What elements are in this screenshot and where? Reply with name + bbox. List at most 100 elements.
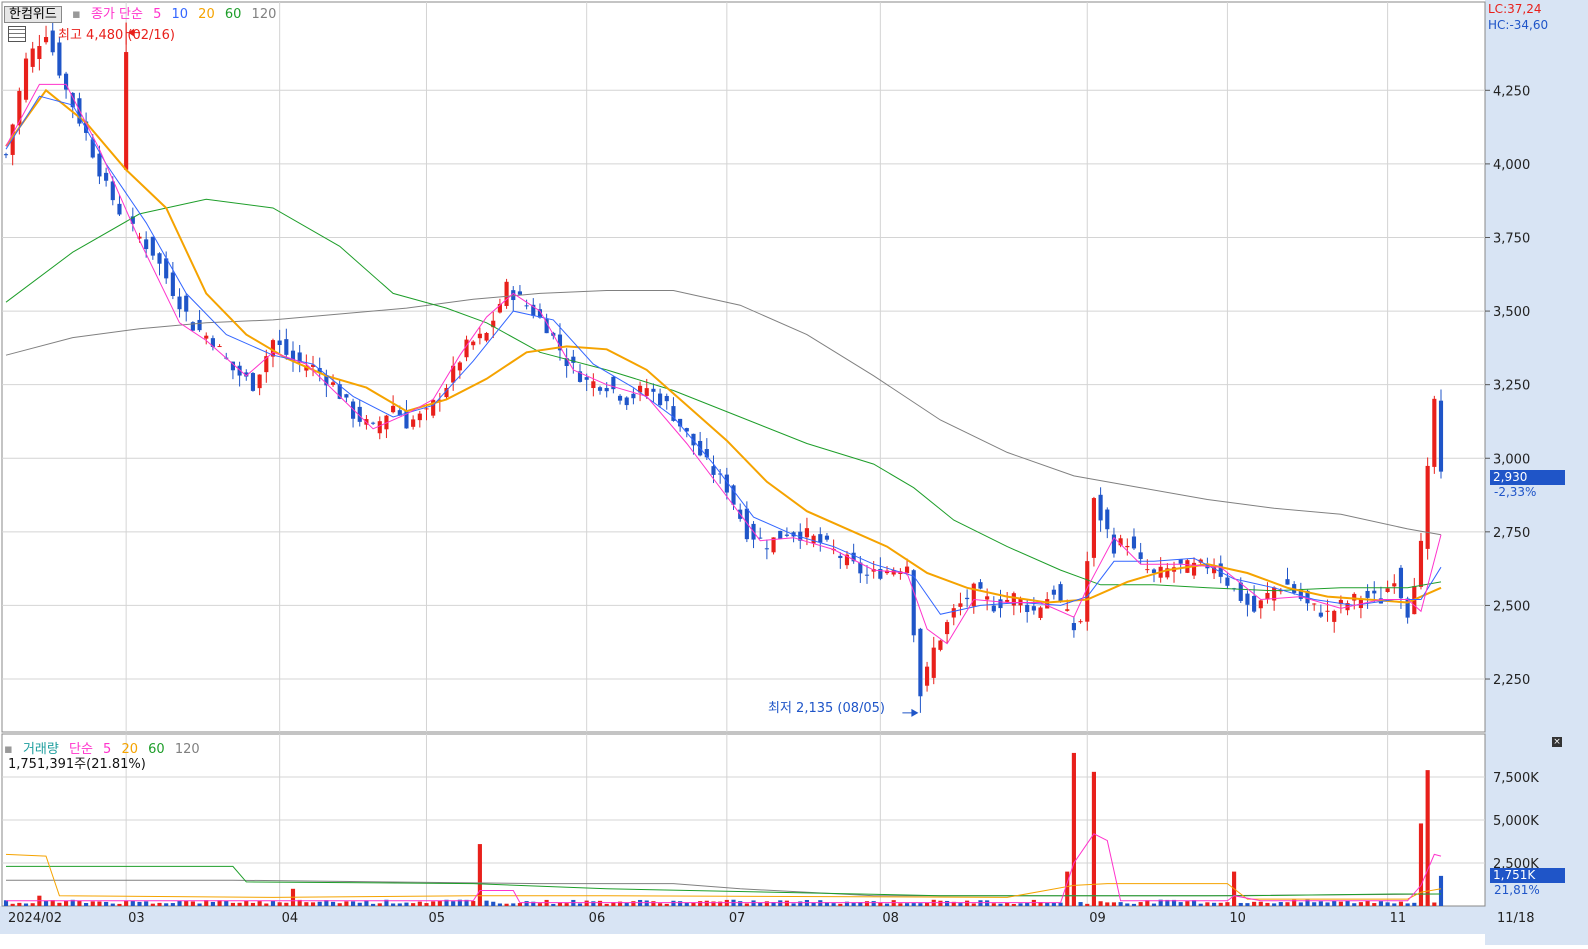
volume-bar	[1332, 901, 1337, 906]
volume-bar	[437, 900, 442, 906]
volume-bar	[10, 903, 15, 906]
candle-body	[658, 393, 663, 406]
volume-bar	[811, 902, 816, 906]
low-annotation: 최저 2,135 (08/05)	[768, 701, 886, 716]
candle-body	[37, 46, 42, 60]
volume-bar	[758, 902, 763, 906]
candle-body	[457, 362, 462, 371]
legend-ma120: 120	[251, 7, 277, 22]
candle-body	[1091, 498, 1096, 558]
table-grid-icon[interactable]	[8, 26, 26, 42]
price-tick-label: 3,500	[1493, 305, 1530, 320]
candle-body	[577, 371, 583, 382]
price-tick-label: 4,000	[1493, 158, 1530, 173]
volume-bar	[477, 844, 482, 906]
candle-body	[484, 332, 489, 341]
volume-bar	[524, 901, 529, 906]
candle-body	[23, 58, 29, 100]
volume-bar	[104, 901, 109, 906]
candle-body	[1218, 563, 1223, 577]
candle-body	[1365, 590, 1370, 598]
candle-body	[330, 382, 336, 385]
volume-bar	[838, 903, 843, 906]
candle-body	[1071, 623, 1076, 631]
candle-body	[1165, 568, 1170, 578]
vlegend-ma120: 120	[174, 742, 200, 757]
candle-body	[1332, 610, 1337, 622]
candle-body	[1111, 534, 1117, 554]
volume-bar	[1178, 902, 1183, 906]
candle-body	[1372, 590, 1377, 594]
candle-body	[204, 335, 209, 339]
legend-ma10: 10	[171, 7, 189, 22]
volume-bar	[164, 903, 169, 906]
candle-body	[925, 666, 930, 686]
volume-bar	[1398, 901, 1404, 906]
candle-body	[417, 413, 422, 421]
volume-bar	[130, 900, 135, 906]
volume-bar	[431, 901, 436, 906]
candle-body	[64, 73, 69, 90]
price-ma-line-60	[5, 198, 1442, 592]
price-tick-label: 3,750	[1493, 231, 1530, 246]
volume-bar	[611, 902, 616, 906]
current-volume-tag: 1,751K	[1490, 868, 1565, 883]
stock-name-button[interactable]: 한컴위드	[4, 6, 62, 23]
volume-bar	[1392, 903, 1397, 906]
volume-bar	[1238, 902, 1243, 906]
volume-bar	[157, 902, 162, 906]
volume-bar	[190, 901, 195, 906]
candle-body	[911, 570, 916, 636]
volume-bar	[310, 902, 316, 906]
volume-bar	[377, 903, 382, 906]
candle-body	[858, 562, 863, 574]
volume-bar	[871, 901, 876, 906]
candle-body	[644, 388, 649, 396]
current-change: -2,33%	[1494, 485, 1537, 499]
candle-body	[891, 570, 896, 575]
candle-body	[1065, 609, 1070, 611]
price-ma-line-10	[5, 95, 1442, 615]
volume-bar	[170, 903, 175, 906]
candle-body	[678, 418, 683, 427]
candle-body	[604, 387, 609, 392]
candle-body	[497, 303, 502, 313]
volume-bar	[1065, 871, 1070, 906]
volume-bar	[317, 901, 322, 906]
x-tick-label: 11/18	[1497, 911, 1534, 926]
candle-body	[177, 296, 182, 310]
volume-bar	[244, 900, 249, 906]
candle-body	[778, 530, 783, 539]
candle-body	[371, 422, 376, 424]
volume-bar	[1151, 903, 1157, 906]
candle-body	[798, 531, 803, 541]
candle-body	[824, 535, 830, 540]
candle-body	[170, 272, 175, 296]
candle-body	[464, 339, 469, 358]
close-icon[interactable]: ×	[1552, 737, 1562, 747]
candle-body	[217, 346, 222, 348]
volume-bar	[64, 900, 69, 906]
volume-bar	[1285, 902, 1290, 906]
volume-bar	[584, 900, 589, 906]
volume-bar	[884, 903, 890, 906]
volume-bar	[658, 903, 663, 906]
candle-body	[337, 384, 342, 399]
volume-bar	[504, 903, 509, 906]
candle-body	[1131, 536, 1137, 549]
candle-body	[97, 153, 102, 177]
volume-bar	[537, 903, 543, 906]
volume-bar	[144, 901, 149, 906]
volume-bar	[224, 900, 229, 906]
volume-bar	[684, 902, 689, 906]
volume-bar	[324, 900, 329, 906]
candle-body	[1212, 567, 1217, 574]
candle-body	[150, 236, 155, 256]
volume-bar	[17, 902, 22, 906]
volume-bar	[591, 901, 596, 906]
candle-body	[531, 304, 536, 316]
volume-bar	[50, 900, 55, 906]
volume-bar	[411, 903, 416, 906]
candle-body	[190, 322, 195, 331]
volume-bar	[604, 903, 609, 906]
